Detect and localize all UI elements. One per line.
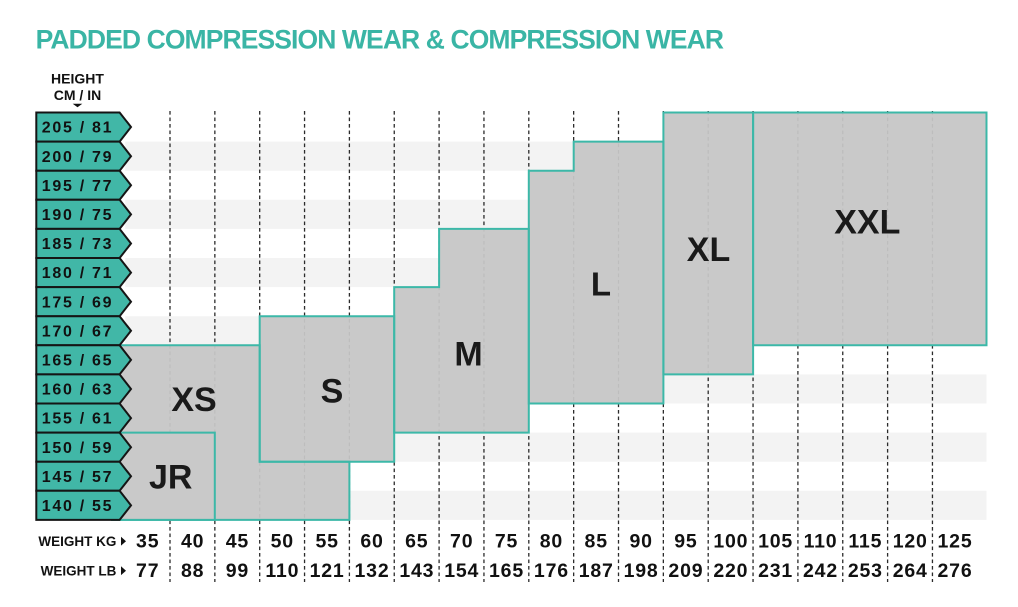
svg-text:165: 165 [489, 560, 524, 582]
svg-text:75: 75 [495, 531, 518, 553]
svg-text:185 / 73: 185 / 73 [42, 236, 113, 253]
svg-text:60: 60 [360, 531, 383, 553]
svg-text:170 / 67: 170 / 67 [42, 323, 113, 340]
svg-text:276: 276 [938, 560, 973, 582]
svg-text:220: 220 [713, 560, 748, 582]
svg-text:70: 70 [450, 531, 473, 553]
svg-text:100: 100 [713, 531, 748, 553]
svg-text:65: 65 [405, 531, 428, 553]
svg-text:35: 35 [136, 531, 159, 553]
svg-text:WEIGHT LB: WEIGHT LB [41, 564, 117, 579]
svg-text:L: L [591, 265, 611, 302]
svg-text:HEIGHT: HEIGHT [51, 71, 104, 87]
svg-text:154: 154 [444, 560, 479, 582]
svg-text:40: 40 [181, 531, 204, 553]
svg-text:WEIGHT KG: WEIGHT KG [38, 534, 116, 549]
svg-text:JR: JR [149, 458, 192, 496]
svg-text:150 / 59: 150 / 59 [42, 440, 113, 457]
svg-text:120: 120 [893, 531, 928, 553]
svg-text:264: 264 [893, 560, 928, 582]
svg-text:110: 110 [804, 531, 838, 553]
svg-text:155 / 61: 155 / 61 [42, 411, 113, 428]
svg-text:85: 85 [585, 531, 608, 553]
svg-text:242: 242 [803, 560, 838, 582]
svg-text:50: 50 [271, 531, 294, 553]
svg-text:S: S [321, 372, 344, 410]
svg-text:160 / 63: 160 / 63 [42, 382, 113, 399]
svg-text:205 / 81: 205 / 81 [42, 120, 113, 137]
svg-text:175 / 69: 175 / 69 [42, 294, 113, 311]
svg-text:121: 121 [310, 560, 345, 582]
svg-text:180 / 71: 180 / 71 [42, 265, 113, 282]
svg-text:176: 176 [534, 560, 569, 582]
svg-text:125: 125 [938, 531, 973, 553]
svg-text:198: 198 [624, 560, 659, 582]
svg-text:253: 253 [848, 560, 883, 582]
svg-text:80: 80 [540, 531, 563, 553]
svg-text:88: 88 [181, 560, 204, 582]
svg-text:105: 105 [758, 531, 793, 553]
svg-text:PADDED COMPRESSION WEAR & COMP: PADDED COMPRESSION WEAR & COMPRESSION WE… [36, 25, 724, 55]
svg-text:140 / 55: 140 / 55 [42, 498, 113, 515]
svg-text:209: 209 [668, 560, 703, 582]
svg-text:165 / 65: 165 / 65 [42, 353, 113, 370]
svg-text:99: 99 [226, 560, 249, 582]
svg-text:CM / IN: CM / IN [54, 87, 101, 103]
svg-text:190 / 75: 190 / 75 [42, 207, 113, 224]
svg-text:45: 45 [226, 531, 249, 553]
svg-text:143: 143 [399, 560, 434, 582]
svg-text:M: M [454, 335, 482, 373]
svg-text:231: 231 [758, 560, 793, 582]
svg-text:77: 77 [136, 560, 159, 582]
svg-text:110: 110 [265, 560, 299, 582]
svg-text:187: 187 [579, 560, 614, 582]
svg-text:132: 132 [355, 560, 390, 582]
svg-text:200 / 79: 200 / 79 [42, 149, 113, 166]
svg-text:115: 115 [848, 531, 882, 553]
svg-text:XXL: XXL [834, 203, 900, 241]
svg-text:XS: XS [171, 381, 216, 419]
svg-text:195 / 77: 195 / 77 [42, 178, 113, 195]
svg-text:145 / 57: 145 / 57 [42, 469, 113, 486]
svg-text:XL: XL [687, 231, 730, 269]
svg-text:90: 90 [629, 531, 652, 553]
svg-text:55: 55 [315, 531, 338, 553]
svg-text:95: 95 [674, 531, 697, 553]
